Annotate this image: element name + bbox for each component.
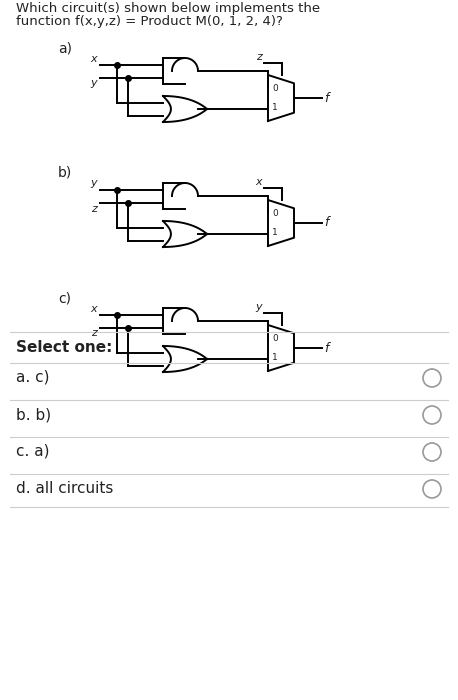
Text: f: f [324,92,328,104]
Text: function f(x,y,z) = Product M(0, 1, 2, 4)?: function f(x,y,z) = Product M(0, 1, 2, 4… [16,15,283,28]
Text: 1: 1 [272,353,278,362]
Text: 0: 0 [272,335,278,343]
Text: Which circuit(s) shown below implements the: Which circuit(s) shown below implements … [16,2,320,15]
Text: y: y [90,78,97,88]
Text: c. a): c. a) [16,444,49,459]
Text: z: z [91,204,97,214]
Text: x: x [256,177,262,187]
Text: z: z [256,52,262,62]
Text: a. c): a. c) [16,370,49,385]
Text: b. b): b. b) [16,407,51,422]
Text: y: y [256,302,262,312]
Text: b): b) [58,166,72,180]
Text: x: x [90,304,97,314]
Text: c): c) [58,291,71,305]
Text: a): a) [58,41,72,55]
Text: 1: 1 [272,103,278,112]
Text: 0: 0 [272,84,278,93]
Text: d. all circuits: d. all circuits [16,481,114,496]
Text: z: z [91,328,97,339]
Text: f: f [324,342,328,354]
Text: y: y [90,178,97,188]
Text: x: x [90,53,97,64]
Text: Select one:: Select one: [16,340,112,355]
Text: f: f [324,216,328,230]
Text: 0: 0 [272,209,278,218]
Text: 1: 1 [272,228,278,237]
